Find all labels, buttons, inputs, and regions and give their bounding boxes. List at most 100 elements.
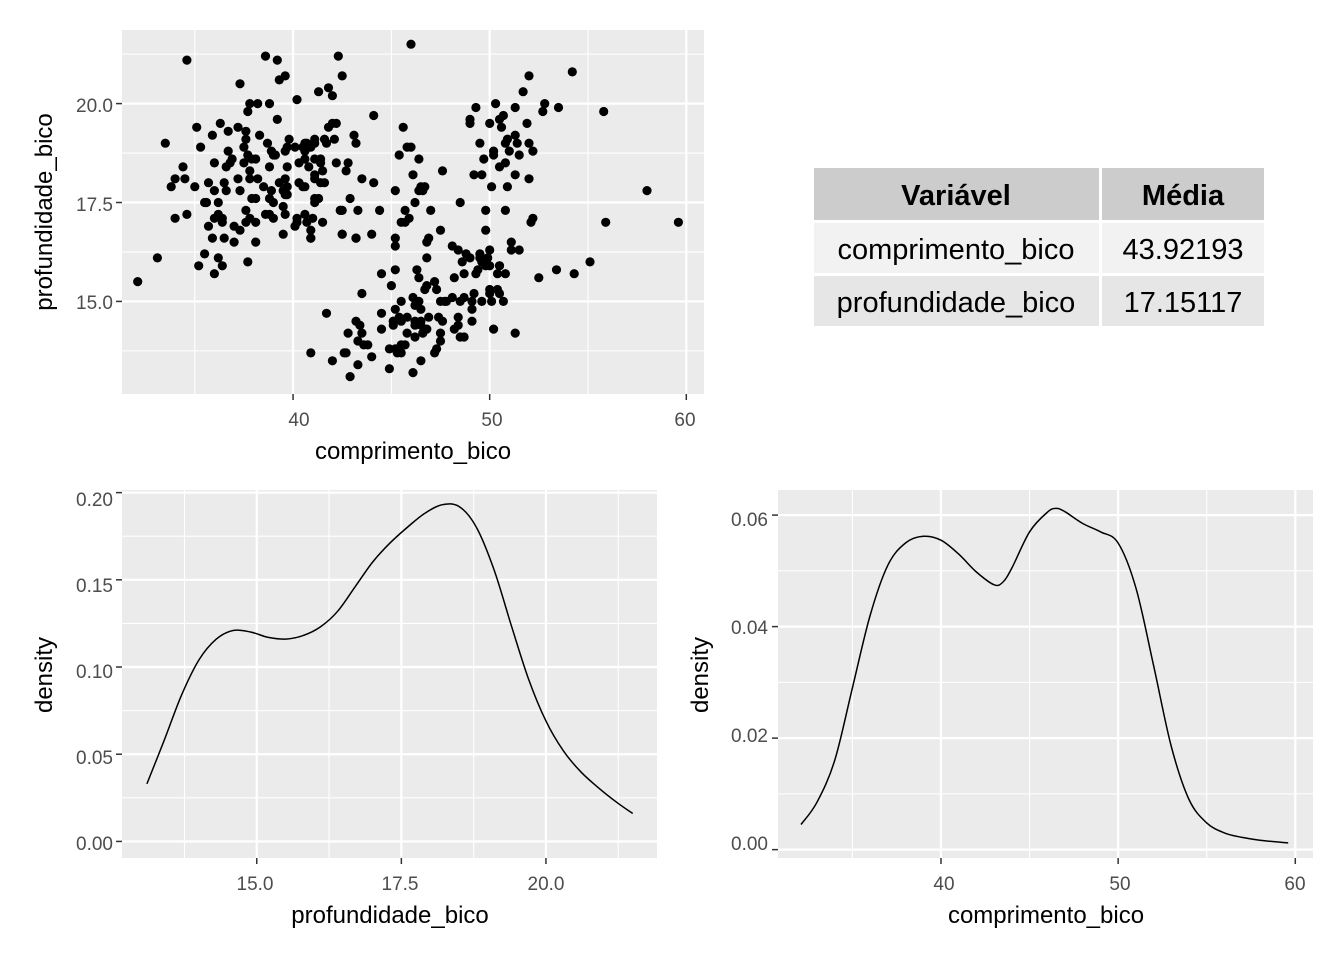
density-depth-y-tick-label: 0.20 (76, 490, 113, 511)
scatter-point (469, 170, 479, 180)
scatter-point (343, 158, 353, 168)
scatter-point (422, 281, 432, 291)
scatter-point (494, 288, 505, 299)
scatter-point (384, 344, 394, 354)
scatter-point (229, 237, 239, 247)
scatter-points (133, 39, 684, 382)
scatter-point (292, 213, 302, 223)
density-length-grid (778, 490, 1313, 858)
scatter-point (498, 296, 508, 306)
scatter-point (351, 138, 361, 148)
scatter-point (321, 138, 332, 148)
scatter-point (376, 269, 387, 279)
scatter-point (449, 273, 459, 283)
density-depth-y-tick-label: 0.15 (76, 576, 113, 597)
scatter-point (170, 213, 180, 223)
scatter-point (217, 261, 227, 271)
scatter-point (241, 134, 251, 144)
scatter-point (408, 170, 418, 180)
scatter-point (414, 296, 424, 306)
scatter-point (447, 292, 457, 303)
scatter-point (278, 201, 288, 212)
scatter-point (245, 174, 255, 184)
scatter-point (467, 304, 477, 314)
scatter-point (243, 106, 253, 117)
scatter-point (430, 277, 440, 287)
scatter-point (390, 304, 400, 314)
scatter-point (363, 340, 373, 350)
scatter-point (487, 182, 497, 192)
scatter-point (241, 205, 251, 215)
scatter-point (422, 253, 432, 263)
scatter-point (306, 225, 316, 235)
scatter-point (367, 229, 377, 239)
scatter-point (477, 170, 487, 180)
scatter-point (253, 174, 263, 184)
scatter-point (209, 269, 219, 279)
scatter-point (251, 193, 261, 204)
scatter-point (201, 197, 212, 208)
table-cell (814, 223, 1099, 273)
scatter-point (180, 174, 190, 184)
scatter-point (553, 102, 564, 113)
scatter-point (469, 288, 479, 299)
scatter-point (453, 312, 463, 322)
density-depth-y-tick-label: 0.00 (76, 834, 113, 855)
density-depth-x-tick-label: 20.0 (528, 874, 565, 895)
density-length-x-tick-label: 60 (1284, 874, 1305, 895)
scatter-point (514, 245, 524, 255)
scatter-point (414, 273, 424, 283)
scatter-point (398, 122, 408, 132)
scatter-point (318, 217, 328, 227)
density-length-x-tick-label: 40 (933, 874, 954, 895)
table-cell-text: profundidade_bico (837, 287, 1076, 319)
scatter-point (500, 205, 510, 215)
scatter-point (182, 209, 192, 219)
scatter-x-tick-label: 60 (674, 410, 695, 431)
scatter-point (239, 142, 249, 152)
scatter-point (351, 233, 361, 243)
scatter-point (357, 328, 367, 338)
scatter-point (280, 71, 290, 81)
scatter-point (510, 328, 520, 338)
scatter-point (357, 174, 367, 184)
scatter-point (331, 118, 341, 128)
scatter-y-tick-label: 17.5 (76, 195, 113, 216)
scatter-point (274, 178, 284, 188)
scatter-point (323, 83, 334, 93)
scatter-point (459, 269, 469, 279)
scatter-point (500, 138, 510, 148)
scatter-point (239, 158, 249, 168)
scatter-point (235, 225, 245, 235)
scatter-point (569, 269, 579, 279)
scatter-point (306, 348, 316, 358)
table-column-header: Média (1142, 180, 1225, 212)
scatter-point (500, 158, 510, 168)
scatter-point (304, 162, 314, 172)
scatter-point (673, 217, 684, 227)
scatter-point (280, 209, 290, 219)
scatter-point (551, 265, 562, 275)
scatter-point (353, 336, 363, 346)
scatter-point (477, 296, 487, 306)
scatter-point (300, 154, 310, 164)
scatter-point (327, 91, 337, 101)
density-depth-grid (122, 490, 657, 858)
scatter-point (264, 99, 275, 109)
scatter-point (353, 205, 363, 215)
table-cell-text: 17.15117 (1124, 287, 1243, 319)
scatter-point (396, 316, 406, 326)
scatter-point (331, 158, 341, 168)
scatter-point (489, 324, 499, 334)
scatter-point (215, 118, 225, 128)
scatter-point (337, 205, 347, 215)
scatter-point (209, 158, 219, 168)
scatter-point (310, 170, 320, 180)
density-depth-curve (146, 503, 634, 815)
scatter-point (314, 193, 324, 204)
scatter-point (337, 71, 347, 81)
scatter-point (207, 233, 217, 243)
scatter-point (376, 324, 387, 334)
scatter-point (353, 360, 363, 370)
scatter-point (194, 261, 204, 271)
